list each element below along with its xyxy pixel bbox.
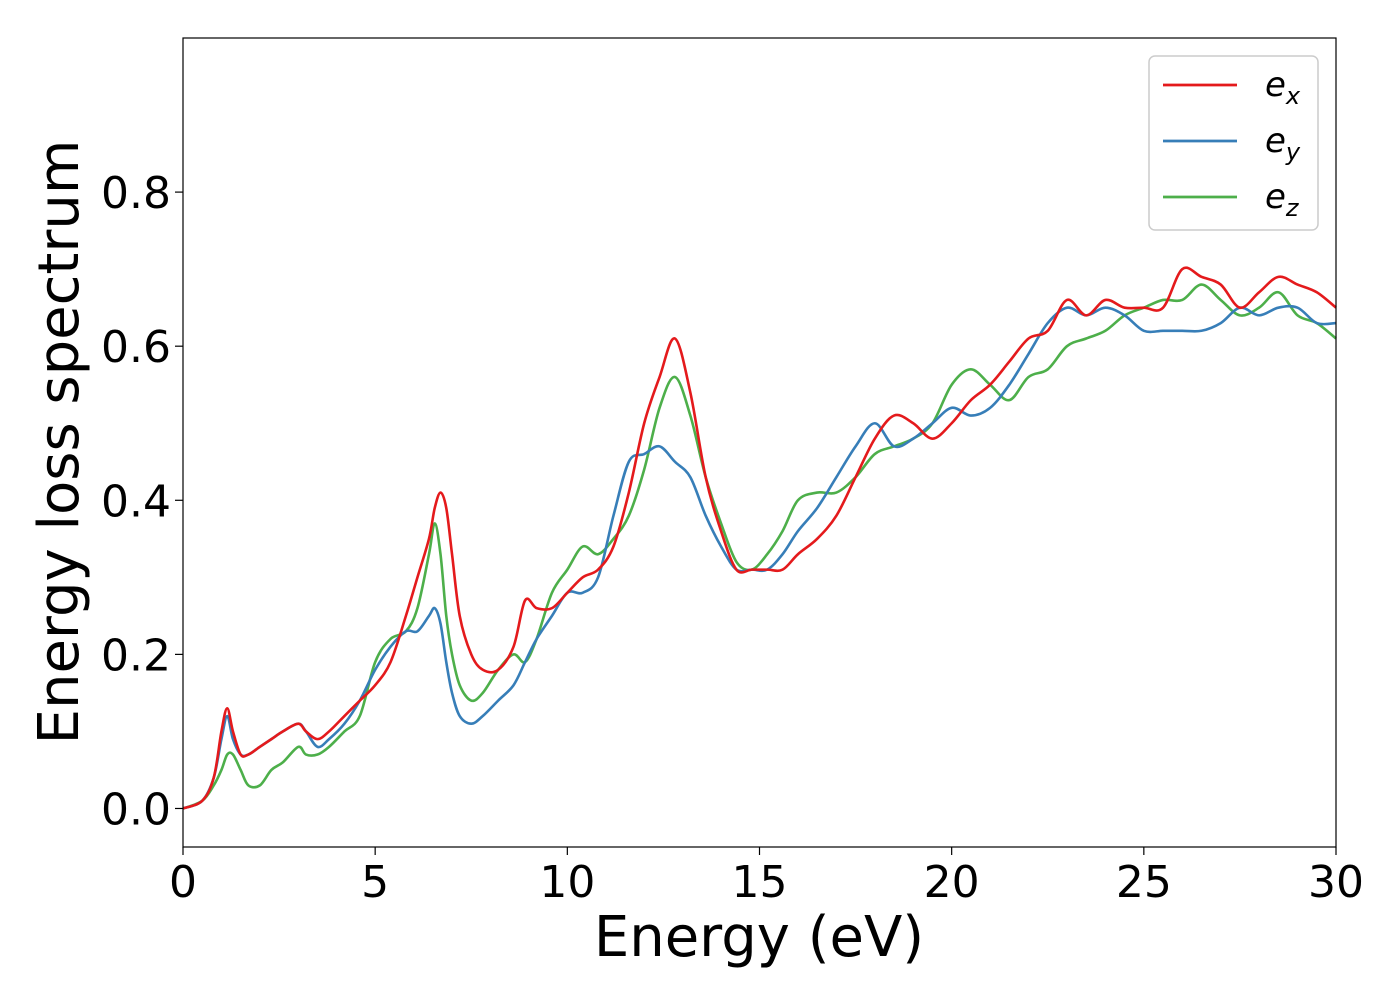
y-tick-label: 0.6	[101, 322, 171, 373]
x-axis-title: Energy (eV)	[594, 905, 924, 970]
legend: ex ey ez	[1148, 55, 1319, 231]
y-tick-label: 0.8	[101, 168, 171, 219]
x-axis-ticks: 0 5 10 15 20 25 30	[169, 847, 1364, 908]
series-layer	[182, 266, 1337, 810]
x-tick-label: 20	[924, 857, 980, 908]
y-tick-label: 0.0	[101, 784, 171, 835]
legend-box	[1148, 55, 1319, 231]
x-tick-label: 0	[169, 857, 197, 908]
series-line-x	[182, 266, 1337, 810]
x-tick-label: 15	[732, 857, 788, 908]
legend-label-x: ex	[1265, 65, 1301, 110]
y-tick-label: 0.2	[101, 630, 171, 681]
x-tick-label: 25	[1116, 857, 1172, 908]
plot-background	[183, 38, 1336, 847]
x-tick-label: 5	[361, 857, 389, 908]
y-axis-title: Energy loss spectrum	[27, 140, 92, 745]
y-tick-label: 0.4	[101, 476, 171, 527]
series-line-z	[182, 283, 1337, 810]
y-axis-ticks: 0.0 0.2 0.4 0.6 0.8	[101, 168, 183, 835]
legend-label-z: ez	[1265, 177, 1300, 222]
x-tick-label: 10	[539, 857, 595, 908]
legend-label-y: ey	[1265, 121, 1301, 166]
x-tick-label: 30	[1308, 857, 1364, 908]
